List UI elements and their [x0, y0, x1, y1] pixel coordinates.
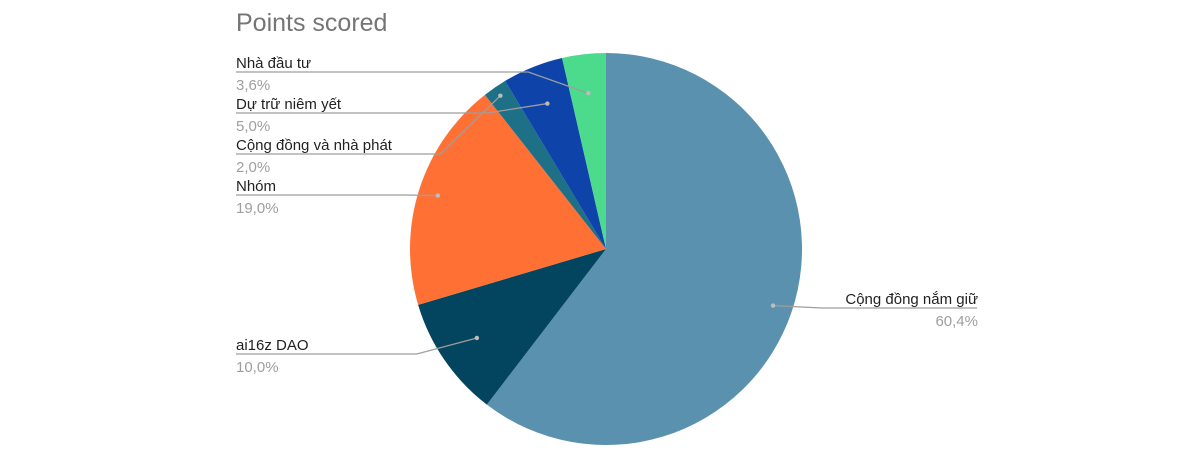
slice-2	[409, 94, 606, 305]
slice-label-3: Cộng đồng và nhà phát	[236, 137, 393, 154]
leader-lines	[236, 71, 977, 355]
leader-dot-0	[770, 303, 776, 308]
leader-dot-2	[435, 193, 441, 198]
leader-dot-3	[498, 93, 503, 98]
slice-3	[484, 80, 606, 249]
slice-label-5: Nhà đầu tư	[236, 55, 311, 72]
slice-label-2: Nhóm	[236, 178, 276, 195]
leader-dot-5	[586, 91, 591, 96]
slice-value-label-4: 5,0%	[236, 118, 270, 135]
slice-1	[418, 249, 606, 405]
pie-slices	[409, 53, 802, 445]
slice-label-4: Dự trữ niêm yết	[236, 96, 342, 113]
chart-title: Points scored	[236, 9, 387, 37]
slice-value-label-2: 19,0%	[236, 200, 279, 217]
leader-line-3	[236, 95, 501, 155]
leader-line-1	[236, 337, 478, 355]
slice-value-label-5: 3,6%	[236, 77, 270, 94]
slice-value-label-1: 10,0%	[236, 359, 279, 376]
slice-labels: Cộng đồng nắm giữ 60,4% ai16z DAO 10,0% Nhóm…	[236, 55, 978, 376]
slice-label-0: Cộng đồng nắm giữ	[845, 291, 978, 308]
leader-line-4	[236, 102, 548, 114]
slice-label-1: ai16z DAO	[236, 337, 309, 354]
slice-value-label-0: 60,4%	[935, 313, 978, 330]
leader-line-2	[236, 194, 438, 197]
leader-line-5	[236, 71, 589, 94]
slice-0	[486, 53, 802, 445]
leader-dot-4	[545, 101, 550, 106]
leader-line-0	[773, 304, 977, 309]
leader-dot-1	[474, 335, 480, 341]
slice-value-label-3: 2,0%	[236, 159, 270, 176]
slice-5	[562, 53, 606, 249]
